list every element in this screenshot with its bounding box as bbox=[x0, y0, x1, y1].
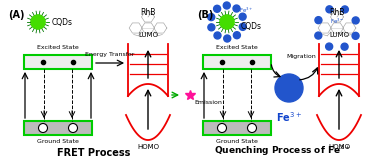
Circle shape bbox=[220, 15, 234, 29]
Text: (A): (A) bbox=[8, 10, 25, 20]
Text: FRET Process: FRET Process bbox=[57, 148, 131, 158]
Bar bbox=[203, 121, 271, 135]
Text: (B): (B) bbox=[197, 10, 213, 20]
Text: Excited State: Excited State bbox=[216, 45, 258, 50]
Text: LUMO: LUMO bbox=[138, 32, 158, 38]
Circle shape bbox=[239, 13, 246, 20]
Text: CQDs: CQDs bbox=[241, 21, 262, 31]
Bar bbox=[24, 121, 92, 135]
Text: RhB: RhB bbox=[140, 8, 156, 17]
Text: Ground State: Ground State bbox=[216, 139, 258, 144]
Circle shape bbox=[326, 43, 333, 50]
Circle shape bbox=[315, 17, 322, 24]
Text: RhB: RhB bbox=[329, 8, 345, 17]
Circle shape bbox=[208, 24, 215, 31]
Circle shape bbox=[341, 43, 348, 50]
Circle shape bbox=[214, 32, 221, 39]
Text: Emission: Emission bbox=[194, 100, 222, 105]
Text: LUMO: LUMO bbox=[329, 32, 349, 38]
Circle shape bbox=[68, 123, 77, 132]
Text: Fe$^{3-}$: Fe$^{3-}$ bbox=[330, 17, 344, 26]
Circle shape bbox=[352, 17, 359, 24]
Circle shape bbox=[31, 15, 45, 29]
Text: Quenching Process of Fe$^{3+}$: Quenching Process of Fe$^{3+}$ bbox=[214, 144, 352, 158]
Text: Excited State: Excited State bbox=[37, 45, 79, 50]
Text: HOMO: HOMO bbox=[137, 144, 159, 150]
Circle shape bbox=[39, 123, 48, 132]
Circle shape bbox=[214, 5, 221, 12]
Text: Fe$^{3+}$: Fe$^{3+}$ bbox=[276, 110, 302, 124]
Circle shape bbox=[217, 123, 226, 132]
Bar bbox=[24, 55, 92, 69]
Circle shape bbox=[208, 14, 215, 21]
Circle shape bbox=[224, 35, 231, 42]
Text: Migration: Migration bbox=[286, 54, 316, 59]
Circle shape bbox=[326, 6, 333, 13]
Circle shape bbox=[233, 5, 240, 12]
Circle shape bbox=[341, 6, 349, 13]
Text: CQDs: CQDs bbox=[52, 17, 73, 27]
Circle shape bbox=[352, 32, 359, 39]
Bar bbox=[203, 55, 271, 69]
Circle shape bbox=[275, 74, 303, 102]
Circle shape bbox=[233, 32, 240, 39]
Text: Fe$^{3+}$: Fe$^{3+}$ bbox=[239, 5, 254, 15]
Circle shape bbox=[315, 32, 322, 39]
Text: HOMO: HOMO bbox=[328, 144, 350, 150]
Text: Energy Transfer: Energy Transfer bbox=[85, 52, 135, 57]
Circle shape bbox=[239, 23, 246, 30]
Circle shape bbox=[248, 123, 257, 132]
Circle shape bbox=[223, 2, 230, 9]
Text: Ground State: Ground State bbox=[37, 139, 79, 144]
